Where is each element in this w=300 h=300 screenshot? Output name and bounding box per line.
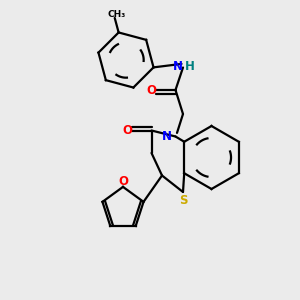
Text: O: O bbox=[118, 175, 128, 188]
Text: H: H bbox=[185, 60, 194, 74]
Text: N: N bbox=[172, 60, 183, 74]
Text: O: O bbox=[146, 83, 156, 97]
Text: O: O bbox=[122, 124, 132, 137]
Text: CH₃: CH₃ bbox=[107, 10, 125, 19]
Text: S: S bbox=[179, 194, 188, 207]
Text: N: N bbox=[162, 130, 172, 143]
